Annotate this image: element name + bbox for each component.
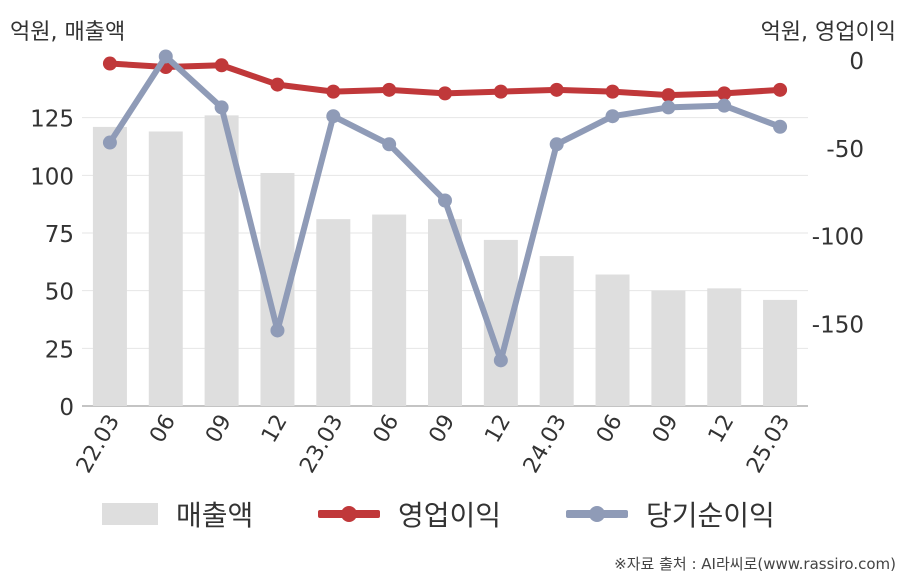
left-tick-label: 50 bbox=[45, 280, 74, 306]
left-axis-unit: 억원, 매출액 bbox=[10, 20, 126, 45]
x-tick-label: 12 bbox=[480, 411, 516, 448]
legend-swatch-revenue bbox=[102, 503, 158, 525]
net-profit-point bbox=[158, 49, 173, 64]
operating-profit-point bbox=[717, 86, 732, 101]
right-tick-label: -100 bbox=[812, 225, 864, 251]
x-tick-label: 22.03 bbox=[72, 411, 125, 478]
right-axis-unit: 억원, 영업이익 bbox=[760, 20, 896, 45]
legend-item-revenue: 매출액 bbox=[102, 494, 253, 534]
revenue-bar bbox=[651, 290, 686, 406]
line-series bbox=[102, 49, 788, 368]
revenue-bar bbox=[763, 299, 798, 406]
revenue-bar bbox=[372, 214, 407, 406]
operating-profit-point bbox=[102, 56, 117, 71]
x-tick-label: 12 bbox=[257, 411, 293, 448]
legend-label-revenue: 매출액 bbox=[176, 499, 254, 532]
net-profit-point bbox=[549, 137, 564, 152]
revenue-bar bbox=[316, 219, 351, 406]
operating-profit-point bbox=[214, 58, 229, 73]
left-tick-label: 125 bbox=[30, 107, 74, 133]
right-tick-label: -50 bbox=[826, 137, 864, 163]
operating-profit-point bbox=[773, 82, 788, 97]
x-tick-label: 09 bbox=[648, 411, 684, 448]
left-axis-ticks: 0 25 50 75 100 125 bbox=[30, 107, 74, 421]
operating-profit-point bbox=[549, 82, 564, 97]
left-tick-label: 0 bbox=[59, 395, 74, 421]
x-tick-label: 12 bbox=[704, 411, 740, 448]
revenue-bars bbox=[92, 115, 798, 407]
x-tick-label: 23.03 bbox=[295, 411, 348, 478]
net-profit-point bbox=[326, 109, 341, 124]
operating-profit-point bbox=[661, 88, 676, 103]
legend-swatch-net bbox=[566, 503, 628, 525]
net-profit-point bbox=[102, 135, 117, 150]
legend-label-operating: 영업이익 bbox=[398, 499, 502, 532]
x-tick-label: 24.03 bbox=[519, 411, 572, 478]
net-profit-point bbox=[493, 353, 508, 368]
left-tick-label: 25 bbox=[45, 337, 74, 363]
x-tick-label: 06 bbox=[592, 411, 628, 448]
left-tick-label: 75 bbox=[45, 222, 74, 248]
net-profit-point bbox=[773, 119, 788, 134]
right-tick-label: -150 bbox=[812, 312, 864, 338]
legend-item-net: 당기순이익 bbox=[566, 494, 775, 534]
net-profit-point bbox=[717, 98, 732, 113]
net-profit-point bbox=[270, 323, 285, 338]
net-profit-point bbox=[214, 100, 229, 115]
right-tick-label: 0 bbox=[849, 49, 864, 75]
operating-profit-point bbox=[270, 77, 285, 92]
legend-label-net: 당기순이익 bbox=[646, 499, 775, 532]
revenue-bar bbox=[148, 131, 183, 407]
revenue-bar bbox=[92, 126, 127, 406]
net-profit-point bbox=[382, 137, 397, 152]
legend-item-operating: 영업이익 bbox=[318, 494, 501, 534]
operating-profit-point bbox=[605, 84, 620, 99]
net-profit-point bbox=[605, 109, 620, 124]
revenue-bar bbox=[595, 274, 630, 406]
operating-profit-point bbox=[326, 84, 341, 99]
x-tick-label: 09 bbox=[201, 411, 237, 448]
x-tick-label: 25.03 bbox=[742, 411, 795, 478]
x-tick-label: 09 bbox=[425, 411, 461, 448]
legend-swatch-operating bbox=[318, 503, 380, 525]
x-axis-ticks: 22.03 06 09 12 23.03 06 09 12 24.03 06 09 12 25.03 bbox=[72, 411, 795, 478]
x-tick-label: 06 bbox=[145, 411, 181, 448]
right-axis-ticks: 0 -50 -100 -150 bbox=[812, 49, 864, 338]
x-tick-label: 06 bbox=[369, 411, 405, 448]
revenue-bar bbox=[539, 256, 574, 406]
net-profit-series bbox=[102, 49, 788, 368]
net-profit-point bbox=[438, 193, 452, 208]
source-credit: ※자료 출처 : AI라씨로(www.rassiro.com) bbox=[614, 555, 896, 573]
revenue-bar bbox=[707, 288, 742, 406]
operating-profit-point bbox=[493, 84, 508, 99]
operating-profit-point bbox=[438, 86, 452, 101]
legend: 매출액 영업이익 당기순이익 bbox=[0, 494, 908, 534]
net-profit-point bbox=[661, 100, 676, 115]
operating-profit-point bbox=[382, 82, 397, 97]
left-tick-label: 100 bbox=[30, 164, 74, 190]
revenue-bar bbox=[428, 219, 462, 406]
